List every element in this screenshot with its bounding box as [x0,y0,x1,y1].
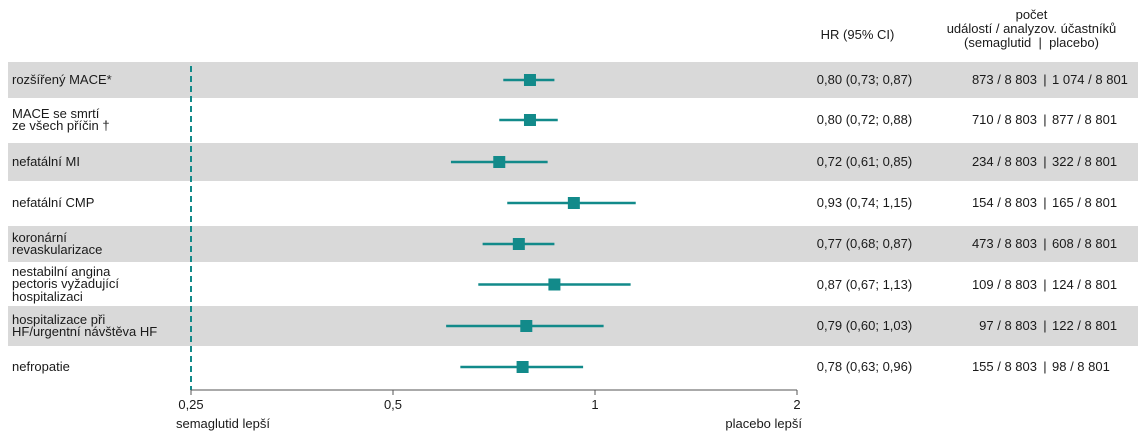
x-tick-label: 0,5 [384,397,402,412]
column-separator: | [1043,154,1047,169]
column-separator: | [1043,72,1047,87]
semaglutide-count: 154 / 8 803 [971,195,1037,210]
hr-column-header: HR (95% CI) [820,27,895,42]
forest-row: rozšířený MACE* 0,80 (0,73; 0,87) 873 / 8 … [8,62,1138,98]
semaglutide-count: 473 / 8 803 [971,236,1037,251]
hr-marker [516,361,529,373]
forest-row: nefatální MI 0,72 (0,61; 0,85) 234 / 8 803… [8,143,1138,181]
forest-row: koronární revaskularizace 0,77 (0,68; 0,8… [8,226,1138,262]
placebo-count: 608 / 8 801 [1052,236,1118,251]
hr-marker [512,238,525,250]
outcome-label: MACE se smrtí ze všech příčin † [12,105,110,133]
column-separator: | [1043,359,1047,374]
forest-row: nefatální CMP 0,93 (0,74; 1,15) 154 / 8 80… [8,183,1138,223]
right-favors-label: placebo lepší [725,416,802,431]
placebo-count: 322 / 8 801 [1052,154,1118,169]
hr-marker [520,320,533,332]
semaglutide-count: 234 / 8 803 [971,154,1037,169]
x-tick-label: 0,25 [178,397,203,412]
left-favors-label: semaglutid lepší [176,416,270,431]
placebo-count: 122 / 8 801 [1052,318,1118,333]
semaglutide-count: 155 / 8 803 [971,359,1037,374]
hr-marker [548,278,561,291]
outcome-label: nefropatie [12,358,70,374]
outcome-label: rozšířený MACE* [12,71,112,87]
semaglutide-count: 710 / 8 803 [971,112,1037,127]
outcome-label: koronární revaskularizace [12,229,103,257]
forest-row: nestabilní angina pectoris vyžadující ho… [8,264,1138,305]
hr-value: 0,93 (0,74; 1,15) [816,195,913,210]
hr-marker [493,156,506,168]
placebo-count: 1 074 / 8 801 [1052,72,1128,87]
placebo-count: 98 / 8 801 [1052,359,1110,374]
column-separator: | [1043,195,1047,210]
placebo-count: 165 / 8 801 [1052,195,1118,210]
outcome-label: nestabilní angina pectoris vyžadující ho… [12,263,119,304]
column-separator: | [1043,112,1047,127]
outcome-label: nefatální MI [12,153,80,169]
forest-row: MACE se smrtí ze všech příčin † 0,80 (0,7… [8,99,1138,141]
hr-value: 0,80 (0,72; 0,88) [816,112,913,127]
forest-row: nefropatie 0,78 (0,63; 0,96) 155 / 8 803 | 9… [8,347,1138,387]
placebo-count: 124 / 8 801 [1052,276,1118,292]
column-separator: | [1043,236,1047,251]
counts-header-line1: počet [1015,7,1048,22]
hr-value: 0,78 (0,63; 0,96) [816,359,913,374]
semaglutide-count: 873 / 8 803 [971,72,1037,87]
outcome-label: hospitalizace při HF/urgentní návštěva H… [12,311,158,339]
hr-value: 0,79 (0,60; 1,03) [816,318,913,333]
hr-value: 0,72 (0,61; 0,85) [816,154,913,169]
hr-marker [567,197,580,209]
hr-value: 0,77 (0,68; 0,87) [816,236,913,251]
counts-header-line3: (semaglutid | placebo) [964,35,1099,50]
x-tick-label: 2 [793,397,800,412]
hr-marker [523,74,536,86]
semaglutide-count: 97 / 8 803 [979,318,1037,333]
counts-column-header: počet událostí / analyzov. účastníků (se… [925,8,1138,50]
placebo-count: 877 / 8 801 [1052,112,1118,127]
counts-header-line2: událostí / analyzov. účastníků [946,21,1117,36]
semaglutide-count: 109 / 8 803 [971,276,1037,292]
hr-value: 0,87 (0,67; 1,13) [816,276,913,292]
hr-marker [523,114,536,126]
column-separator: | [1043,276,1047,292]
column-separator: | [1043,318,1047,333]
x-tick-label: 1 [591,397,598,412]
outcome-label: nefatální CMP [12,194,95,210]
hr-value: 0,80 (0,73; 0,87) [816,72,913,87]
